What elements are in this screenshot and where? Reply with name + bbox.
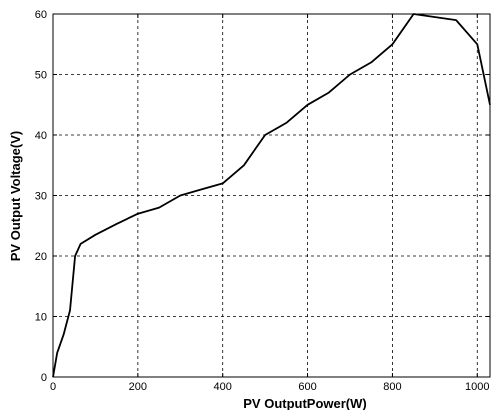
y-axis-label: PV Output Voltage(V) — [8, 131, 23, 261]
series-line-0 — [52, 13, 491, 378]
y-tick-label: 60 — [35, 9, 47, 21]
y-tick-label: 50 — [35, 70, 47, 82]
x-tick-label: 800 — [383, 381, 401, 393]
x-tick-label: 1000 — [465, 381, 489, 393]
x-tick-label: 400 — [214, 381, 232, 393]
y-tick-label: 30 — [35, 191, 47, 203]
y-tick-label: 20 — [35, 251, 47, 263]
x-axis-label: PV OutputPower(W) — [243, 396, 367, 410]
x-tick-label: 200 — [129, 381, 147, 393]
grid — [53, 14, 490, 377]
x-tick-label: 600 — [298, 381, 316, 393]
axis-ticks: 0 200 400 600 800 1000 0 10 20 30 40 50 60 — [35, 9, 490, 393]
y-tick-label: 40 — [35, 130, 47, 142]
y-tick-label: 0 — [41, 372, 47, 384]
series-layer — [52, 13, 491, 378]
y-tick-label: 10 — [35, 312, 47, 324]
x-tick-label: 0 — [50, 381, 56, 393]
